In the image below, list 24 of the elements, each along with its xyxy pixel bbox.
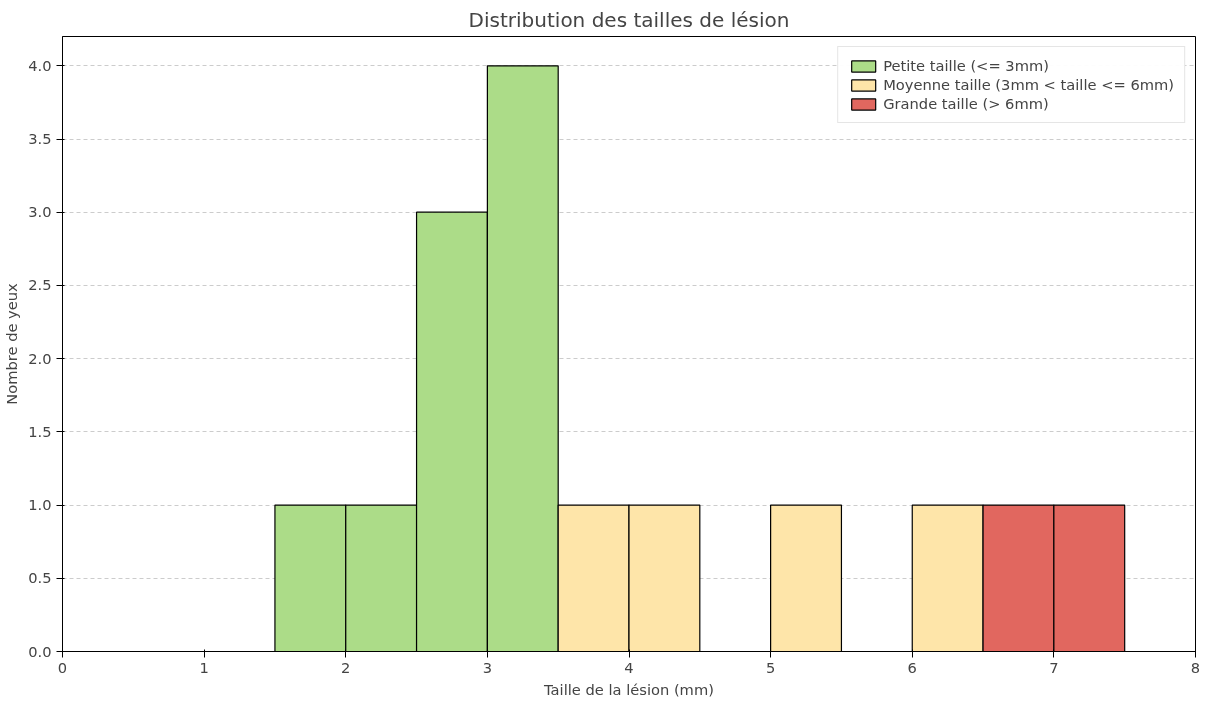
legend-label: Petite taille (<= 3mm) — [883, 57, 1049, 74]
y-axis-title: Nombre de yeux — [3, 282, 21, 405]
y-tick-label: 3.5 — [28, 130, 52, 147]
y-tick-label: 0.0 — [28, 642, 52, 660]
y-tick-label: 3.0 — [28, 203, 52, 221]
x-tick-label: 5 — [765, 658, 776, 676]
x-tick-label: 7 — [1049, 658, 1059, 676]
y-tick-label: 2.5 — [28, 276, 52, 294]
y-tick-label: 2.0 — [28, 349, 52, 367]
legend-label: Moyenne taille (3mm < taille <= 6mm) — [883, 76, 1174, 93]
y-tick-label: 0.5 — [28, 569, 52, 587]
y-tick-label: 1.0 — [28, 496, 52, 514]
legend-label: Grande taille (> 6mm) — [883, 95, 1049, 112]
x-tick-label: 1 — [199, 658, 209, 676]
y-tick-label: 4.0 — [28, 56, 52, 74]
chart-title: Distribution des tailles de lésion — [468, 7, 790, 32]
y-tick-label: 1.5 — [28, 422, 52, 440]
x-tick-label: 2 — [341, 658, 351, 676]
x-tick-label: 0 — [57, 658, 68, 676]
x-tick-label: 3 — [482, 658, 493, 676]
x-axis-title: Taille de la lésion (mm) — [543, 680, 714, 698]
x-tick-label: 8 — [1190, 658, 1201, 676]
x-tick-label: 6 — [907, 658, 917, 676]
x-tick-label: 4 — [624, 658, 634, 676]
